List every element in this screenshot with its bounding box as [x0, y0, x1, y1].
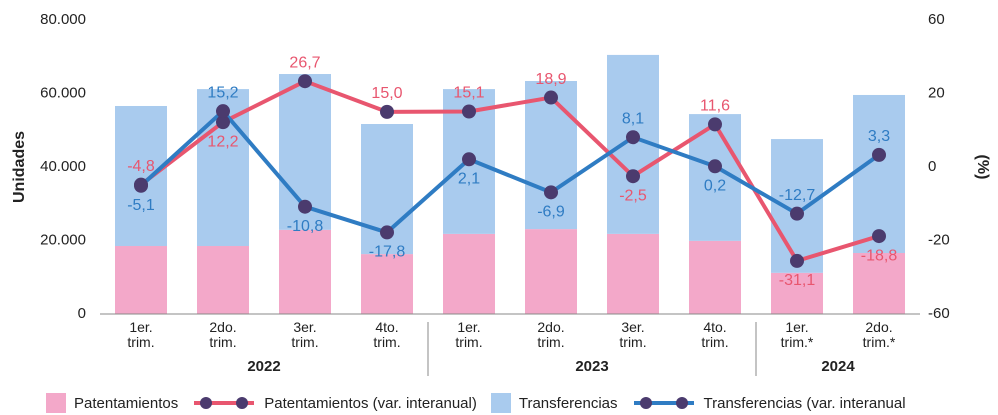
marker	[626, 169, 640, 184]
legend-item: Patentamientos (var. interanual)	[192, 393, 477, 413]
marker	[544, 185, 558, 200]
marker	[380, 225, 394, 240]
value-label: -12,7	[779, 187, 816, 204]
legend-label: Patentamientos (var. interanual)	[264, 394, 477, 412]
value-label: -4,8	[127, 158, 155, 175]
value-label: 8,1	[622, 110, 644, 127]
marker	[298, 74, 312, 89]
bar	[771, 139, 823, 273]
marker	[544, 90, 558, 105]
y2-tick-label: 60	[928, 11, 945, 28]
y2-tick-label: -60	[928, 305, 950, 322]
marker	[462, 152, 476, 167]
value-label: -31,1	[779, 272, 816, 289]
value-label: 11,6	[700, 98, 730, 115]
y-tick-label: 0	[78, 305, 86, 322]
legend-swatch	[490, 393, 511, 413]
value-label: -6,9	[537, 204, 565, 221]
x-tick-label: 4to. trim.	[701, 319, 729, 350]
value-label: -2,5	[619, 187, 647, 204]
marker	[790, 206, 804, 221]
legend-label: Patentamientos	[74, 394, 179, 412]
marker	[298, 199, 312, 214]
y2-tick-label: 0	[928, 158, 936, 175]
bar	[689, 240, 741, 314]
marker	[872, 229, 886, 244]
legend-label: Transferencias	[518, 394, 618, 412]
value-label: 26,7	[289, 54, 320, 71]
legend-dot	[236, 397, 249, 409]
group-label: 2022	[247, 358, 281, 375]
marker	[216, 115, 230, 130]
legend-swatch	[46, 393, 66, 413]
value-label: 2,1	[458, 171, 480, 188]
y-axis-label: Unidades	[11, 131, 28, 203]
value-label: -17,8	[369, 244, 406, 261]
x-tick-label: 3er. trim.	[291, 319, 319, 350]
value-label: -10,8	[287, 218, 324, 235]
legend-item: Patentamientos	[46, 393, 178, 413]
bar	[443, 233, 495, 314]
y2-tick-label: -20	[928, 231, 950, 248]
y2-tick-label: 20	[928, 84, 945, 101]
value-label: -18,8	[861, 247, 898, 264]
group-label: 2023	[575, 358, 609, 375]
x-tick-label: 1er. trim.	[127, 319, 155, 350]
y-tick-label: 60.000	[40, 84, 86, 101]
bar	[361, 254, 413, 314]
y-tick-label: 80.000	[40, 11, 86, 28]
x-tick-label: 2do. trim.	[537, 319, 565, 350]
x-tick-label: 4to. trim.	[373, 319, 401, 350]
legend-item: Transferencias (var. interanual	[632, 393, 906, 413]
y-tick-label: 20.000	[40, 231, 86, 248]
value-label: 18,9	[535, 71, 566, 88]
value-label: 3,3	[868, 128, 890, 145]
marker	[626, 130, 640, 145]
group-label: 2024	[821, 358, 855, 375]
line	[139, 109, 881, 235]
value-label: -5,1	[127, 197, 155, 214]
value-label: 0,2	[704, 177, 726, 194]
x-tick-label: 1er. trim.	[455, 319, 483, 350]
value-label: 15,0	[371, 85, 402, 102]
bar	[525, 81, 577, 230]
bar	[853, 252, 905, 314]
value-label: 15,2	[207, 84, 238, 101]
bar	[853, 94, 905, 253]
x-tick-label: 1er. trim.*	[780, 319, 814, 350]
bar	[279, 229, 331, 314]
marker	[216, 104, 230, 119]
value-label: 15,1	[453, 85, 484, 102]
line	[139, 79, 880, 263]
legend-icon	[194, 397, 255, 409]
marker	[708, 159, 722, 174]
bar	[197, 246, 249, 314]
legend-item: Transferencias	[490, 393, 618, 413]
bar	[771, 272, 823, 314]
bar	[607, 233, 659, 314]
y2-axis-label: (%)	[974, 155, 991, 180]
bar	[115, 246, 167, 314]
x-tick-label: 2do. trim.	[209, 319, 237, 350]
x-tick-label: 2do. trim.*	[862, 319, 896, 350]
legend: Patentamientos Patentamientos (var. inter…	[46, 393, 920, 413]
marker	[462, 104, 476, 119]
legend-dot	[639, 397, 652, 409]
value-label: 12,2	[207, 133, 238, 150]
legend-label: Transferencias (var. interanual	[703, 394, 906, 412]
x-tick-label: 3er. trim.	[619, 319, 647, 350]
marker	[380, 104, 394, 119]
bar	[115, 105, 167, 247]
legend-dot	[675, 397, 688, 409]
marker	[134, 178, 148, 193]
marker	[872, 147, 886, 162]
marker	[790, 253, 804, 268]
legend-icon	[633, 397, 694, 409]
y-tick-label: 40.000	[40, 158, 86, 175]
legend-dot	[200, 397, 213, 409]
marker	[708, 117, 722, 132]
bar	[525, 229, 577, 314]
